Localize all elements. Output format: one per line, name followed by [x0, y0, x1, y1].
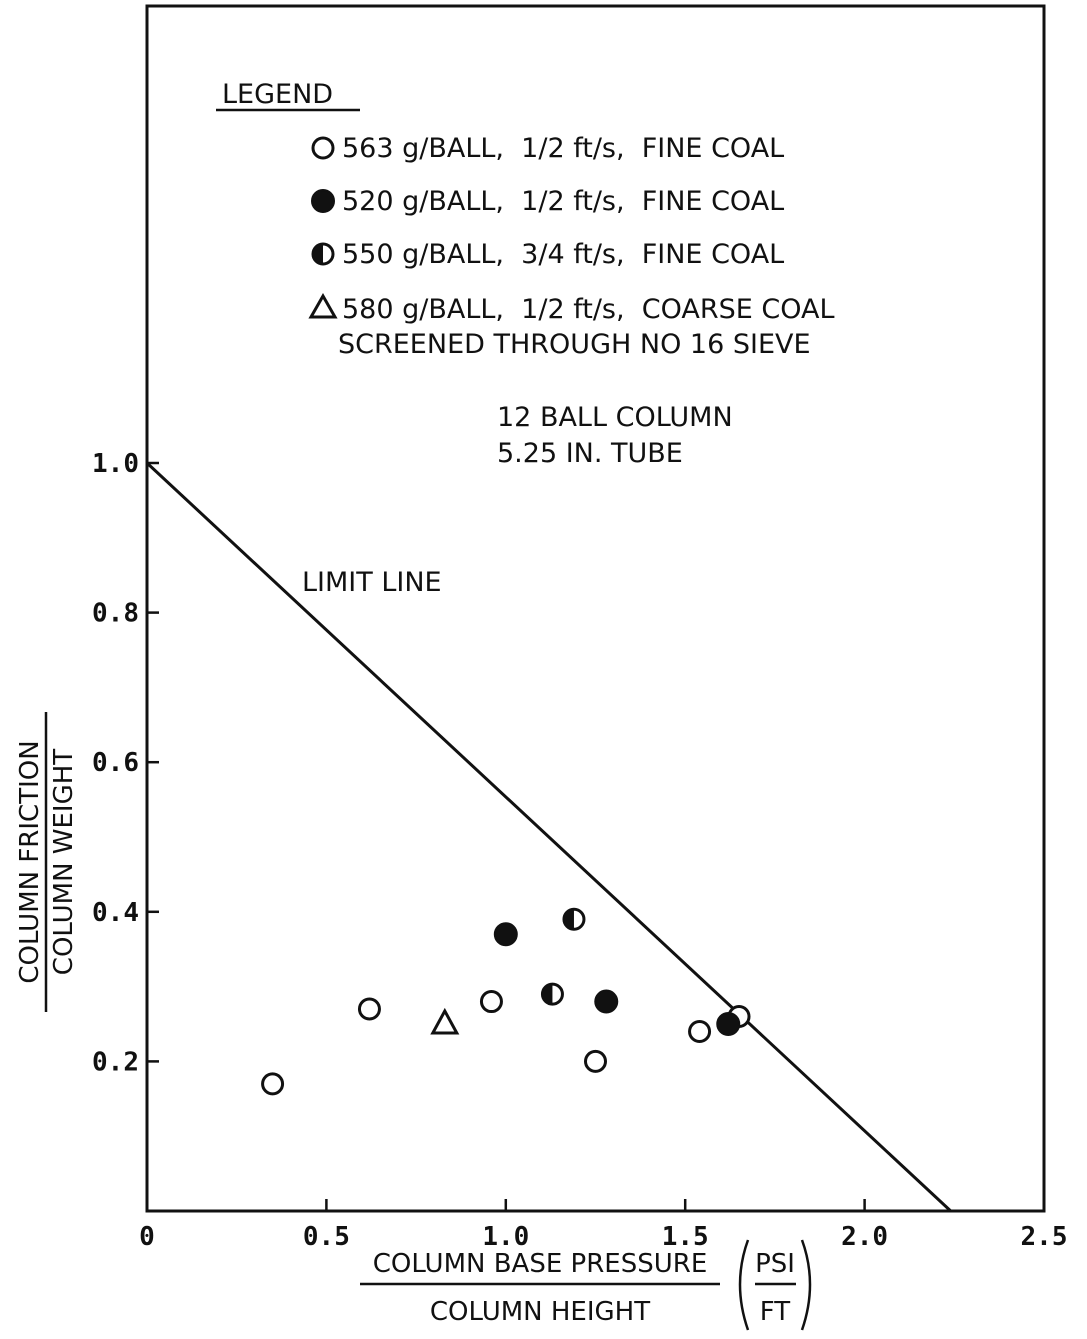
x-tick-label: 0.5 [303, 1222, 350, 1252]
data-points [261, 907, 751, 1096]
x-tick-label: 0 [139, 1222, 155, 1252]
y-tick-label: 0.8 [92, 599, 139, 629]
point-filled-circle [493, 922, 518, 947]
x-axis-denominator: COLUMN HEIGHT [430, 1297, 650, 1327]
point-half-circle [540, 982, 564, 1006]
point-open-circle [584, 1049, 607, 1073]
limit-line [145, 461, 952, 1213]
legend-entry-1: 563 g/BALL, 1/2 ft/s, FINE COAL [342, 133, 784, 164]
legend-entry-3: 550 g/BALL, 3/4 ft/s, FINE COAL [342, 239, 784, 270]
y-axis-denominator: COLUMN WEIGHT [49, 749, 79, 975]
x-axis-numerator: COLUMN BASE PRESSURE [373, 1249, 708, 1279]
limit-line-group [145, 461, 952, 1213]
legend-filled-circle-icon [311, 189, 335, 213]
y-axis-numerator: COLUMN FRICTION [15, 740, 45, 983]
x-unit-right-paren [800, 1239, 812, 1331]
plot-frame [145, 4, 1046, 1213]
y-tick-label: 1.0 [92, 449, 139, 479]
point-open-circle [261, 1072, 285, 1096]
x-tick-label: 2.5 [1021, 1222, 1068, 1252]
axis-ticks: 0 0.5 1.0 1.5 2.0 2.5 0.2 0.4 0.6 0.8 1.0 [92, 449, 1067, 1252]
y-tick-label: 0.4 [92, 898, 139, 928]
point-triangle [430, 1007, 460, 1035]
x-unit-denominator: FT [760, 1297, 790, 1327]
legend-entry-2: 520 g/BALL, 1/2 ft/s, FINE COAL [342, 186, 784, 217]
point-open-circle [357, 997, 381, 1021]
x-tick-label: 2.0 [841, 1222, 888, 1252]
legend-triangle-icon [308, 292, 338, 319]
y-tick-label: 0.6 [92, 748, 139, 778]
point-half-circle [562, 907, 586, 931]
point-open-circle [479, 990, 503, 1014]
column-annotation-line2: 5.25 IN. TUBE [497, 438, 683, 469]
legend-open-circle-icon [311, 136, 335, 160]
limit-line-label: LIMIT LINE [302, 567, 442, 598]
column-annotation-line1: 12 BALL COLUMN [497, 402, 733, 433]
point-filled-circle [716, 1012, 741, 1036]
legend-entry-4-line2: SCREENED THROUGH NO 16 SIEVE [338, 329, 811, 360]
point-filled-circle [594, 989, 619, 1014]
x-axis-title: COLUMN BASE PRESSURE COLUMN HEIGHT PSI F… [360, 1239, 812, 1331]
x-tick-label: 1.5 [662, 1222, 709, 1252]
legend-entry-4: 580 g/BALL, 1/2 ft/s, COARSE COAL [342, 294, 835, 325]
y-axis-title: COLUMN FRICTION COLUMN WEIGHT [15, 712, 79, 1012]
point-open-circle [688, 1019, 712, 1043]
legend: LEGEND 563 g/BALL, 1/2 ft/s, FINE COAL 5… [216, 79, 835, 360]
legend-half-circle-icon [311, 242, 335, 266]
x-unit-left-paren [738, 1239, 750, 1331]
x-tick-label: 1.0 [482, 1222, 529, 1252]
x-unit-numerator: PSI [755, 1249, 795, 1279]
legend-title: LEGEND [222, 79, 333, 110]
y-tick-label: 0.2 [92, 1047, 139, 1077]
